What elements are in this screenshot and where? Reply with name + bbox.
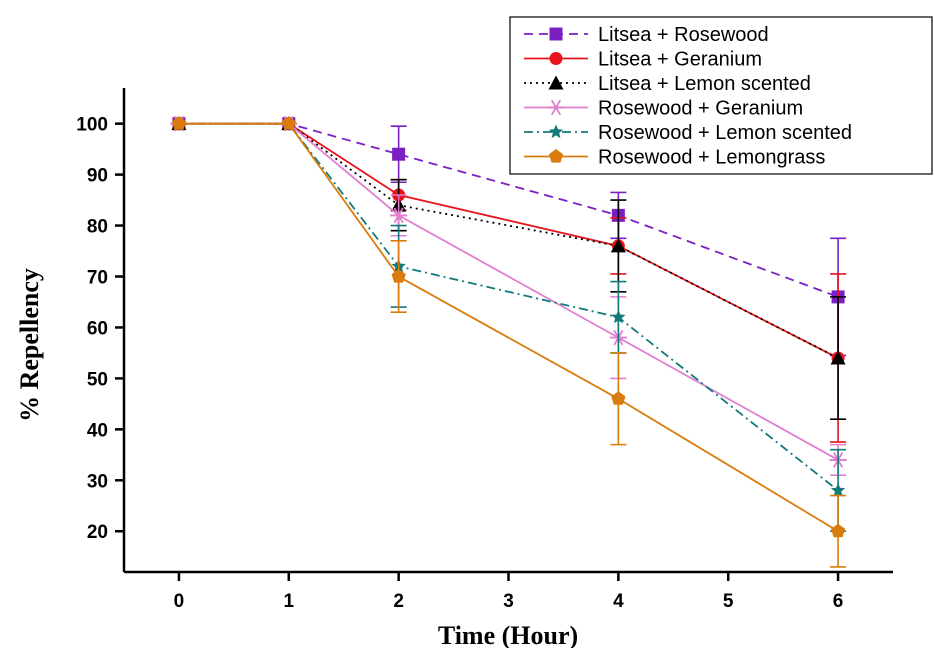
legend-item: Litsea + Lemon scented	[524, 73, 811, 95]
y-tick-label: 60	[87, 318, 108, 339]
data-point	[390, 207, 408, 224]
legend-item: Rosewood + Lemongrass	[524, 147, 825, 169]
legend-item: Rosewood + Lemon scented	[524, 122, 852, 144]
y-tick-label: 50	[87, 369, 108, 390]
x-axis-title: Time (Hour)	[438, 621, 578, 648]
legend-label: Litsea + Geranium	[598, 49, 762, 71]
legend-label: Rosewood + Lemongrass	[598, 147, 825, 169]
x-tick-label: 5	[723, 591, 734, 612]
x-tick-label: 1	[283, 591, 294, 612]
y-axis-title: % Repellency	[15, 268, 44, 422]
x-tick-label: 0	[174, 591, 185, 612]
data-point	[611, 309, 626, 324]
series-line	[178, 122, 839, 298]
data-point	[830, 350, 846, 365]
x-tick-label: 4	[613, 591, 624, 612]
data-point	[611, 391, 626, 405]
legend-label: Rosewood + Lemon scented	[598, 122, 852, 144]
legend-marker	[548, 124, 564, 139]
legend-item: Litsea + Rosewood	[524, 24, 769, 46]
data-point	[391, 269, 406, 283]
legend-marker	[549, 52, 563, 65]
y-tick-label: 40	[87, 420, 108, 441]
x-tick-label: 2	[393, 591, 404, 612]
x-tick-label: 3	[503, 591, 514, 612]
legend-marker	[548, 149, 564, 163]
y-tick-label: 30	[87, 471, 108, 492]
y-tick-label: 80	[87, 217, 108, 238]
legend: Litsea + Rosewood Litsea + GeraniumLitsea…	[509, 16, 933, 175]
legend-item: Litsea + Geranium	[524, 49, 762, 71]
series-6	[171, 116, 847, 568]
data-point	[830, 483, 846, 497]
data-point	[610, 238, 626, 253]
y-tick-label: 20	[87, 522, 108, 543]
axes: 20 30 40 50 60 70 80 90 100 0 1 2 3 4 5 6	[76, 88, 893, 612]
legend-label: Litsea + Rosewood	[598, 24, 769, 46]
y-tick-label: 90	[87, 166, 108, 187]
legend-marker	[547, 99, 565, 116]
legend-box	[509, 16, 933, 175]
series-5	[171, 116, 847, 533]
data-point	[830, 523, 846, 538]
legend-marker	[548, 75, 564, 90]
data-point	[392, 147, 406, 161]
legend-marker	[549, 27, 563, 41]
legend-item: Rosewood + Geranium	[524, 98, 803, 120]
x-tick-label: 6	[833, 591, 844, 612]
y-tick-label: 70	[87, 268, 108, 289]
series-group	[170, 115, 847, 568]
legend-label: Litsea + Lemon scented	[598, 73, 811, 95]
data-point	[281, 116, 296, 130]
legend-label: Rosewood + Geranium	[598, 98, 803, 120]
data-point	[171, 116, 187, 130]
y-tick-label: 100	[76, 115, 108, 136]
